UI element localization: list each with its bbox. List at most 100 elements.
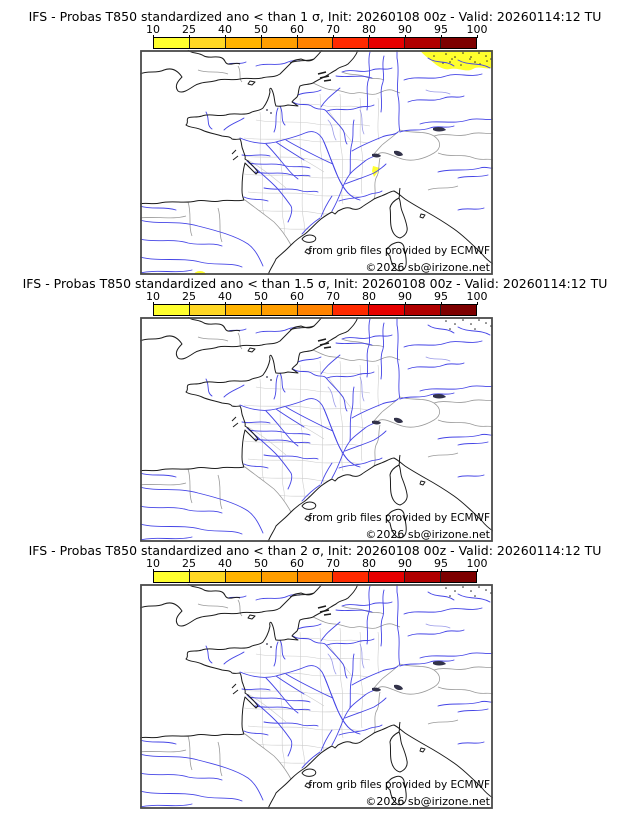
- colorbar-tick-label: 10: [146, 557, 160, 570]
- colorbar-segment: [154, 572, 189, 582]
- colorbar-tick-mark: [153, 35, 154, 38]
- colorbar-segment: [440, 572, 477, 582]
- colorbar-tick-label: 70: [326, 290, 340, 303]
- colorbar-tick-mark: [261, 35, 262, 38]
- colorbar-tick-mark: [405, 302, 406, 305]
- colorbar-legend: 10 25 40 50 60 70 80 90 95 100: [146, 23, 488, 49]
- colorbar-segment: [440, 305, 477, 315]
- colorbar-segment: [404, 572, 441, 582]
- colorbar-segment: [296, 572, 333, 582]
- colorbar-gradient: [153, 37, 477, 49]
- colorbar-tick-label: 100: [466, 290, 488, 303]
- colorbar-tick-label: 25: [182, 557, 196, 570]
- colorbar-tick-label: 90: [398, 557, 412, 570]
- colorbar-tick-mark: [189, 35, 190, 38]
- colorbar-tick-label: 10: [146, 290, 160, 303]
- colorbar-tick-label: 90: [398, 23, 412, 36]
- colorbar-tick-label: 40: [218, 23, 232, 36]
- colorbar-tick-mark: [189, 302, 190, 305]
- colorbar-segment: [224, 305, 261, 315]
- colorbar-gradient: [153, 304, 477, 316]
- panel-title: IFS - Probas T850 standardized ano < tha…: [22, 276, 608, 291]
- colorbar-segment: [368, 572, 405, 582]
- colorbar-segment: [368, 38, 405, 48]
- colorbar-tick-label: 40: [218, 290, 232, 303]
- colorbar-segment: [260, 572, 297, 582]
- colorbar-tick-mark: [225, 302, 226, 305]
- colorbar-segment: [404, 305, 441, 315]
- colorbar-segment: [154, 305, 189, 315]
- colorbar-tick-mark: [189, 569, 190, 572]
- colorbar-tick-label: 25: [182, 290, 196, 303]
- colorbar-tick-mark: [297, 35, 298, 38]
- colorbar-segment: [224, 572, 261, 582]
- colorbar-tick-label: 50: [254, 290, 268, 303]
- colorbar-tick-label: 50: [254, 557, 268, 570]
- colorbar-tick-label: 10: [146, 23, 160, 36]
- colorbar-segment: [260, 305, 297, 315]
- colorbar-tick-label: 60: [290, 290, 304, 303]
- colorbar-segment: [188, 38, 225, 48]
- colorbar-tick-label: 95: [434, 290, 448, 303]
- colorbar-legend: 10 25 40 50 60 70 80 90 95 100: [146, 290, 488, 316]
- colorbar-segment: [404, 38, 441, 48]
- colorbar-segment: [296, 38, 333, 48]
- colorbar-tick-mark: [477, 35, 478, 38]
- panel-sigma-1: IFS - Probas T850 standardized ano < tha…: [0, 10, 630, 276]
- colorbar-tick-mark: [153, 302, 154, 305]
- colorbar-tick-mark: [333, 569, 334, 572]
- colorbar-tick-mark: [405, 35, 406, 38]
- colorbar-segment: [368, 305, 405, 315]
- colorbar-tick-mark: [441, 35, 442, 38]
- colorbar-tick-label: 80: [362, 23, 376, 36]
- colorbar-segment: [188, 572, 225, 582]
- colorbar-tick-mark: [333, 35, 334, 38]
- map-france: [140, 317, 493, 542]
- colorbar-segment: [332, 572, 369, 582]
- colorbar-tick-label: 50: [254, 23, 268, 36]
- colorbar-tick-label: 95: [434, 23, 448, 36]
- map-france: [140, 584, 493, 809]
- colorbar-tick-mark: [297, 569, 298, 572]
- colorbar-tick-label: 80: [362, 557, 376, 570]
- colorbar-segment: [260, 38, 297, 48]
- colorbar-tick-mark: [297, 302, 298, 305]
- colorbar-tick-label: 60: [290, 557, 304, 570]
- colorbar-tick-label: 40: [218, 557, 232, 570]
- colorbar-segment: [440, 38, 477, 48]
- colorbar-tick-mark: [477, 569, 478, 572]
- colorbar-segment: [332, 305, 369, 315]
- colorbar-segment: [332, 38, 369, 48]
- colorbar-legend: 10 25 40 50 60 70 80 90 95 100: [146, 557, 488, 583]
- colorbar-segment: [224, 38, 261, 48]
- colorbar-segment: [296, 305, 333, 315]
- colorbar-tick-mark: [225, 569, 226, 572]
- colorbar-tick-label: 25: [182, 23, 196, 36]
- panel-sigma-2: IFS - Probas T850 standardized ano < tha…: [0, 544, 630, 810]
- colorbar-tick-mark: [261, 569, 262, 572]
- colorbar-tick-mark: [261, 302, 262, 305]
- colorbar-tick-mark: [153, 569, 154, 572]
- colorbar-tick-mark: [369, 35, 370, 38]
- colorbar-tick-label: 80: [362, 290, 376, 303]
- colorbar-segment: [188, 305, 225, 315]
- colorbar-tick-mark: [369, 569, 370, 572]
- colorbar-tick-mark: [405, 569, 406, 572]
- colorbar-tick-label: 100: [466, 23, 488, 36]
- colorbar-tick-label: 100: [466, 557, 488, 570]
- colorbar-tick-mark: [441, 302, 442, 305]
- panel-title: IFS - Probas T850 standardized ano < tha…: [28, 9, 602, 24]
- colorbar-gradient: [153, 571, 477, 583]
- map-france: [140, 50, 493, 275]
- panel-sigma-1-5: IFS - Probas T850 standardized ano < tha…: [0, 277, 630, 543]
- colorbar-tick-label: 60: [290, 23, 304, 36]
- colorbar-tick-label: 95: [434, 557, 448, 570]
- colorbar-tick-label: 90: [398, 290, 412, 303]
- colorbar-tick-mark: [369, 302, 370, 305]
- colorbar-tick-mark: [441, 569, 442, 572]
- colorbar-segment: [154, 38, 189, 48]
- colorbar-tick-label: 70: [326, 23, 340, 36]
- colorbar-tick-mark: [477, 302, 478, 305]
- colorbar-tick-mark: [333, 302, 334, 305]
